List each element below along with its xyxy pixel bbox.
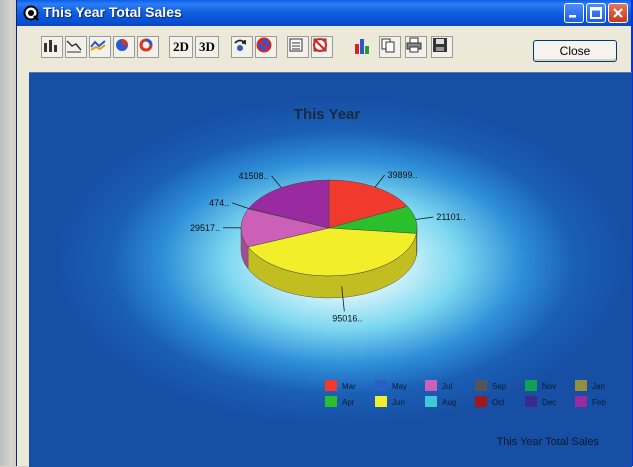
- data-label-feb: 41508..: [238, 171, 268, 181]
- legend-swatch-nov: [525, 380, 537, 391]
- save-button[interactable]: [431, 36, 453, 58]
- leader-line-apr: [416, 217, 434, 219]
- save-icon: [432, 37, 448, 53]
- leader-line-mar: [375, 175, 384, 187]
- chart-toolbar: 2D 3D Close: [17, 26, 631, 72]
- legend-swatch-apr: [325, 396, 337, 407]
- legend-swatch-jul: [425, 380, 437, 391]
- window-close-button[interactable]: [608, 3, 628, 23]
- app-icon: [23, 5, 39, 21]
- print-button[interactable]: [405, 36, 427, 58]
- close-icon: [609, 4, 627, 22]
- legend: Mar May Jul Sep Nov Jan Apr Jun Aug Oct Dec Feb: [325, 380, 606, 407]
- legend-swatch-jan: [575, 380, 587, 391]
- remove-legend-button[interactable]: [311, 36, 333, 58]
- chart-footer: This Year Total Sales: [496, 436, 599, 448]
- color-bars-button[interactable]: [353, 36, 375, 58]
- legend-label-may: May: [392, 382, 407, 391]
- legend-swatch-aug: [425, 396, 437, 407]
- leader-line-feb: [272, 176, 282, 188]
- legend-swatch-oct: [475, 396, 487, 407]
- bar-chart-icon: [42, 37, 58, 53]
- copy-icon: [380, 37, 396, 53]
- print-icon: [406, 37, 422, 53]
- legend-label-dec: Dec: [542, 398, 556, 407]
- legend-label-feb: Feb: [592, 398, 606, 407]
- 3d-button[interactable]: 3D: [195, 36, 219, 58]
- data-label-jul: 29517..: [190, 223, 220, 233]
- donut-chart-button[interactable]: [137, 36, 159, 58]
- no-labels-icon: [256, 37, 272, 53]
- bar-chart-button[interactable]: [41, 36, 63, 58]
- pie-group: 39899.. 21101.. 95016.. 29517.. 474.. 41508..: [190, 170, 466, 323]
- remove-legend-icon: [312, 37, 328, 53]
- legend-label-nov: Nov: [542, 382, 556, 391]
- copy-button[interactable]: [379, 36, 401, 58]
- chart-area: This Year 39899.. 21101.. 95016.. 29517.. 47…: [29, 72, 632, 467]
- donut-chart-icon: [138, 37, 154, 53]
- legend-swatch-feb: [575, 396, 587, 407]
- legend-swatch-mar: [325, 380, 337, 391]
- pie-chart-icon: [114, 37, 130, 53]
- data-label-dec: 474..: [209, 198, 229, 208]
- area-chart-button[interactable]: [89, 36, 111, 58]
- maximize-button[interactable]: [586, 3, 606, 23]
- title-bar[interactable]: This Year Total Sales: [17, 0, 631, 26]
- data-label-apr: 21101..: [436, 212, 465, 222]
- minimize-icon: [565, 4, 583, 22]
- legend-label-jan: Jan: [592, 382, 605, 391]
- chart-title: This Year: [294, 106, 361, 123]
- data-label-jun: 95016..: [332, 313, 362, 323]
- legend-label-jul: Jul: [442, 382, 452, 391]
- area-chart-icon: [90, 37, 106, 53]
- rotate-icon: [232, 37, 248, 53]
- no-labels-button[interactable]: [255, 36, 277, 58]
- legend-label-jun: Jun: [392, 398, 405, 407]
- minimize-button[interactable]: [564, 3, 584, 23]
- leader-line-dec: [232, 203, 248, 209]
- legend-label-mar: Mar: [342, 382, 356, 391]
- color-bars-icon: [354, 37, 372, 55]
- maximize-icon: [587, 4, 605, 22]
- legend-swatch-sep: [475, 380, 487, 391]
- pie-chart-button[interactable]: [113, 36, 135, 58]
- legend-icon: [288, 37, 304, 53]
- close-button[interactable]: Close: [533, 40, 617, 62]
- legend-label-oct: Oct: [492, 398, 505, 407]
- legend-label-aug: Aug: [442, 398, 456, 407]
- legend-swatch-dec: [525, 396, 537, 407]
- data-label-mar: 39899..: [387, 170, 417, 180]
- legend-button[interactable]: [287, 36, 309, 58]
- rotate-button[interactable]: [231, 36, 253, 58]
- desktop-edge: [0, 0, 12, 466]
- pie-chart: This Year 39899.. 21101.. 95016.. 29517.. 47…: [29, 73, 632, 467]
- 2d-button[interactable]: 2D: [169, 36, 193, 58]
- line-chart-button[interactable]: [65, 36, 87, 58]
- legend-label-sep: Sep: [492, 382, 507, 391]
- line-chart-icon: [66, 37, 82, 53]
- legend-swatch-jun: [375, 396, 387, 407]
- window-title: This Year Total Sales: [43, 4, 182, 20]
- legend-swatch-may: [375, 380, 387, 391]
- chart-window: This Year Total Sales 2D 3D: [16, 0, 633, 466]
- legend-label-apr: Apr: [342, 398, 355, 407]
